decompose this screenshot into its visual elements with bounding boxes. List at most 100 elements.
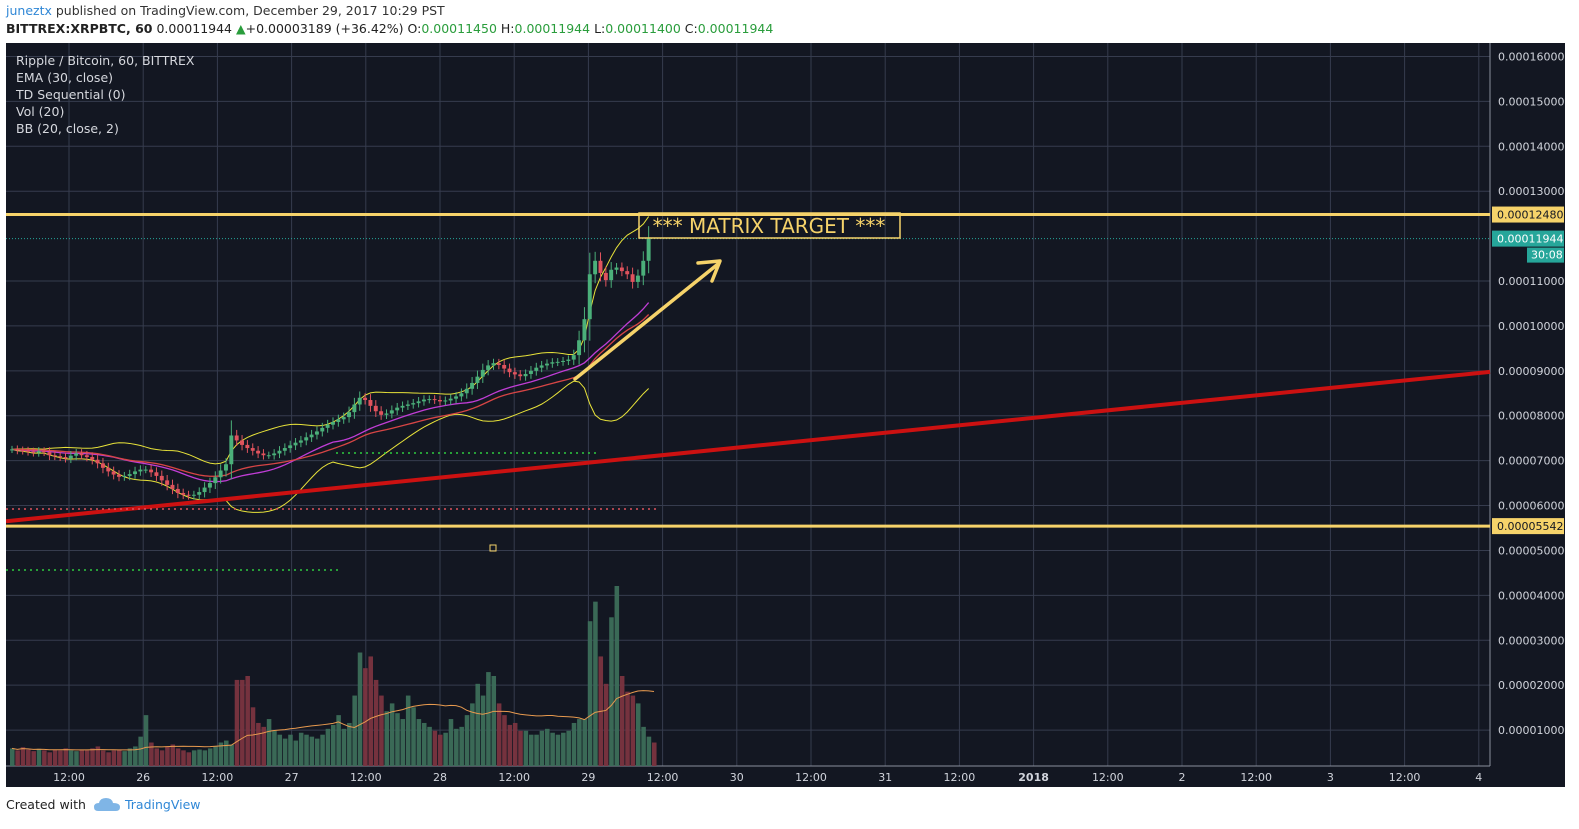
candle [309,434,314,438]
x-tick-label: 31 [878,771,892,784]
level-price-label: 0.00005542 [1497,520,1563,533]
candle [288,445,293,449]
volume-bar [400,719,406,766]
volume-bar [480,695,486,766]
volume-bar [79,749,85,766]
volume-bar [90,748,95,766]
candle [502,364,507,369]
chart-panel[interactable]: 0.00016000 0.00015000 0.00014000 0.00013000… [5,43,1565,787]
volume-bar [331,724,336,766]
candle [100,463,105,468]
candle [630,274,635,282]
volume-bar [111,750,117,766]
legend-symbol[interactable]: Ripple / Bitcoin, 60, BITTREX [16,53,195,68]
candle [598,260,603,273]
volume-bar [197,749,202,766]
candle [229,435,234,465]
candle [603,272,608,281]
legend-td-sequential[interactable]: TD Sequential (0) [16,87,126,102]
candle [416,401,421,404]
volume-bar [507,724,513,766]
volume-bar [593,601,598,766]
candle [347,412,351,418]
candle [534,367,539,371]
candle [550,362,555,364]
last-value: 0.00011944 [156,21,233,36]
x-tick-label: 27 [285,771,299,784]
candle [561,360,565,362]
volume-bar [325,728,331,766]
candle [438,400,442,402]
x-tick-label: 26 [136,771,150,784]
y-tick-label: 0.00004000 [1498,589,1564,602]
x-tick-label: 12:00 [202,771,234,784]
volume-bar [555,734,561,766]
publish-info: juneztx published on TradingView.com, De… [6,3,445,18]
y-tick-label: 0.00011000 [1498,275,1564,288]
volume-bar [250,707,256,766]
open-label: O: [407,21,422,36]
low-label: L: [594,21,606,36]
volume-bar [63,748,69,766]
candle [68,455,73,459]
candle [555,361,560,363]
volume-bar [240,679,245,766]
volume-bar [496,703,502,766]
y-tick-label: 0.00008000 [1498,410,1564,423]
candle [545,363,549,366]
candle [331,422,335,425]
y-tick-label: 0.00015000 [1498,95,1564,108]
volume-bar [641,726,646,766]
volume-bar [646,736,652,766]
last-price-tag [1492,230,1564,247]
author-link[interactable]: juneztx [6,3,52,18]
candle [261,453,266,456]
volume-bar [384,711,390,766]
candle [127,474,132,476]
candle [117,474,121,477]
legend-volume[interactable]: Vol (20) [16,104,65,119]
volume-bar [213,746,218,766]
legend-bollinger[interactable]: BB (20, close, 2) [16,121,119,136]
volume-bar [432,730,438,766]
volume-bar [181,750,186,766]
candle [593,260,598,275]
volume-bar [464,715,470,766]
volume-bar [336,715,341,766]
candle [224,464,228,471]
candle [74,453,79,456]
x-tick-label: 12:00 [795,771,827,784]
last-price-label: 0.00011944 [1497,233,1563,246]
candle [336,419,341,423]
volume-bar [582,719,587,766]
candle [175,488,180,493]
volume-bar [58,750,63,766]
x-tick-label: 29 [581,771,595,784]
volume-bar [282,738,288,766]
y-tick-label: 0.00003000 [1498,634,1564,647]
volume-bar [523,730,529,766]
x-tick-label: 12:00 [944,771,976,784]
volume-bar [347,722,352,766]
volume-bar [630,695,636,766]
candle [170,484,175,489]
volume-bar [256,722,261,766]
high-value: 0.00011944 [514,21,591,36]
volume-bar [363,668,368,766]
tradingview-brand[interactable]: TradingView [124,797,201,812]
volume-bar [202,750,208,766]
volume-bar [84,750,90,766]
candle [282,448,287,451]
candle [154,472,159,476]
volume-bar [427,726,432,766]
price-chart[interactable]: 0.00016000 0.00015000 0.00014000 0.00013000… [5,43,1565,787]
candle [459,393,464,397]
candle [475,376,480,383]
x-tick-label: 12:00 [1240,771,1272,784]
legend-ema[interactable]: EMA (30, close) [16,70,114,85]
low-value: 0.00011400 [605,21,681,36]
tradingview-link[interactable]: TradingView [93,797,201,812]
volume-ma-line [11,690,655,751]
candle [389,410,394,414]
candle [106,467,111,472]
